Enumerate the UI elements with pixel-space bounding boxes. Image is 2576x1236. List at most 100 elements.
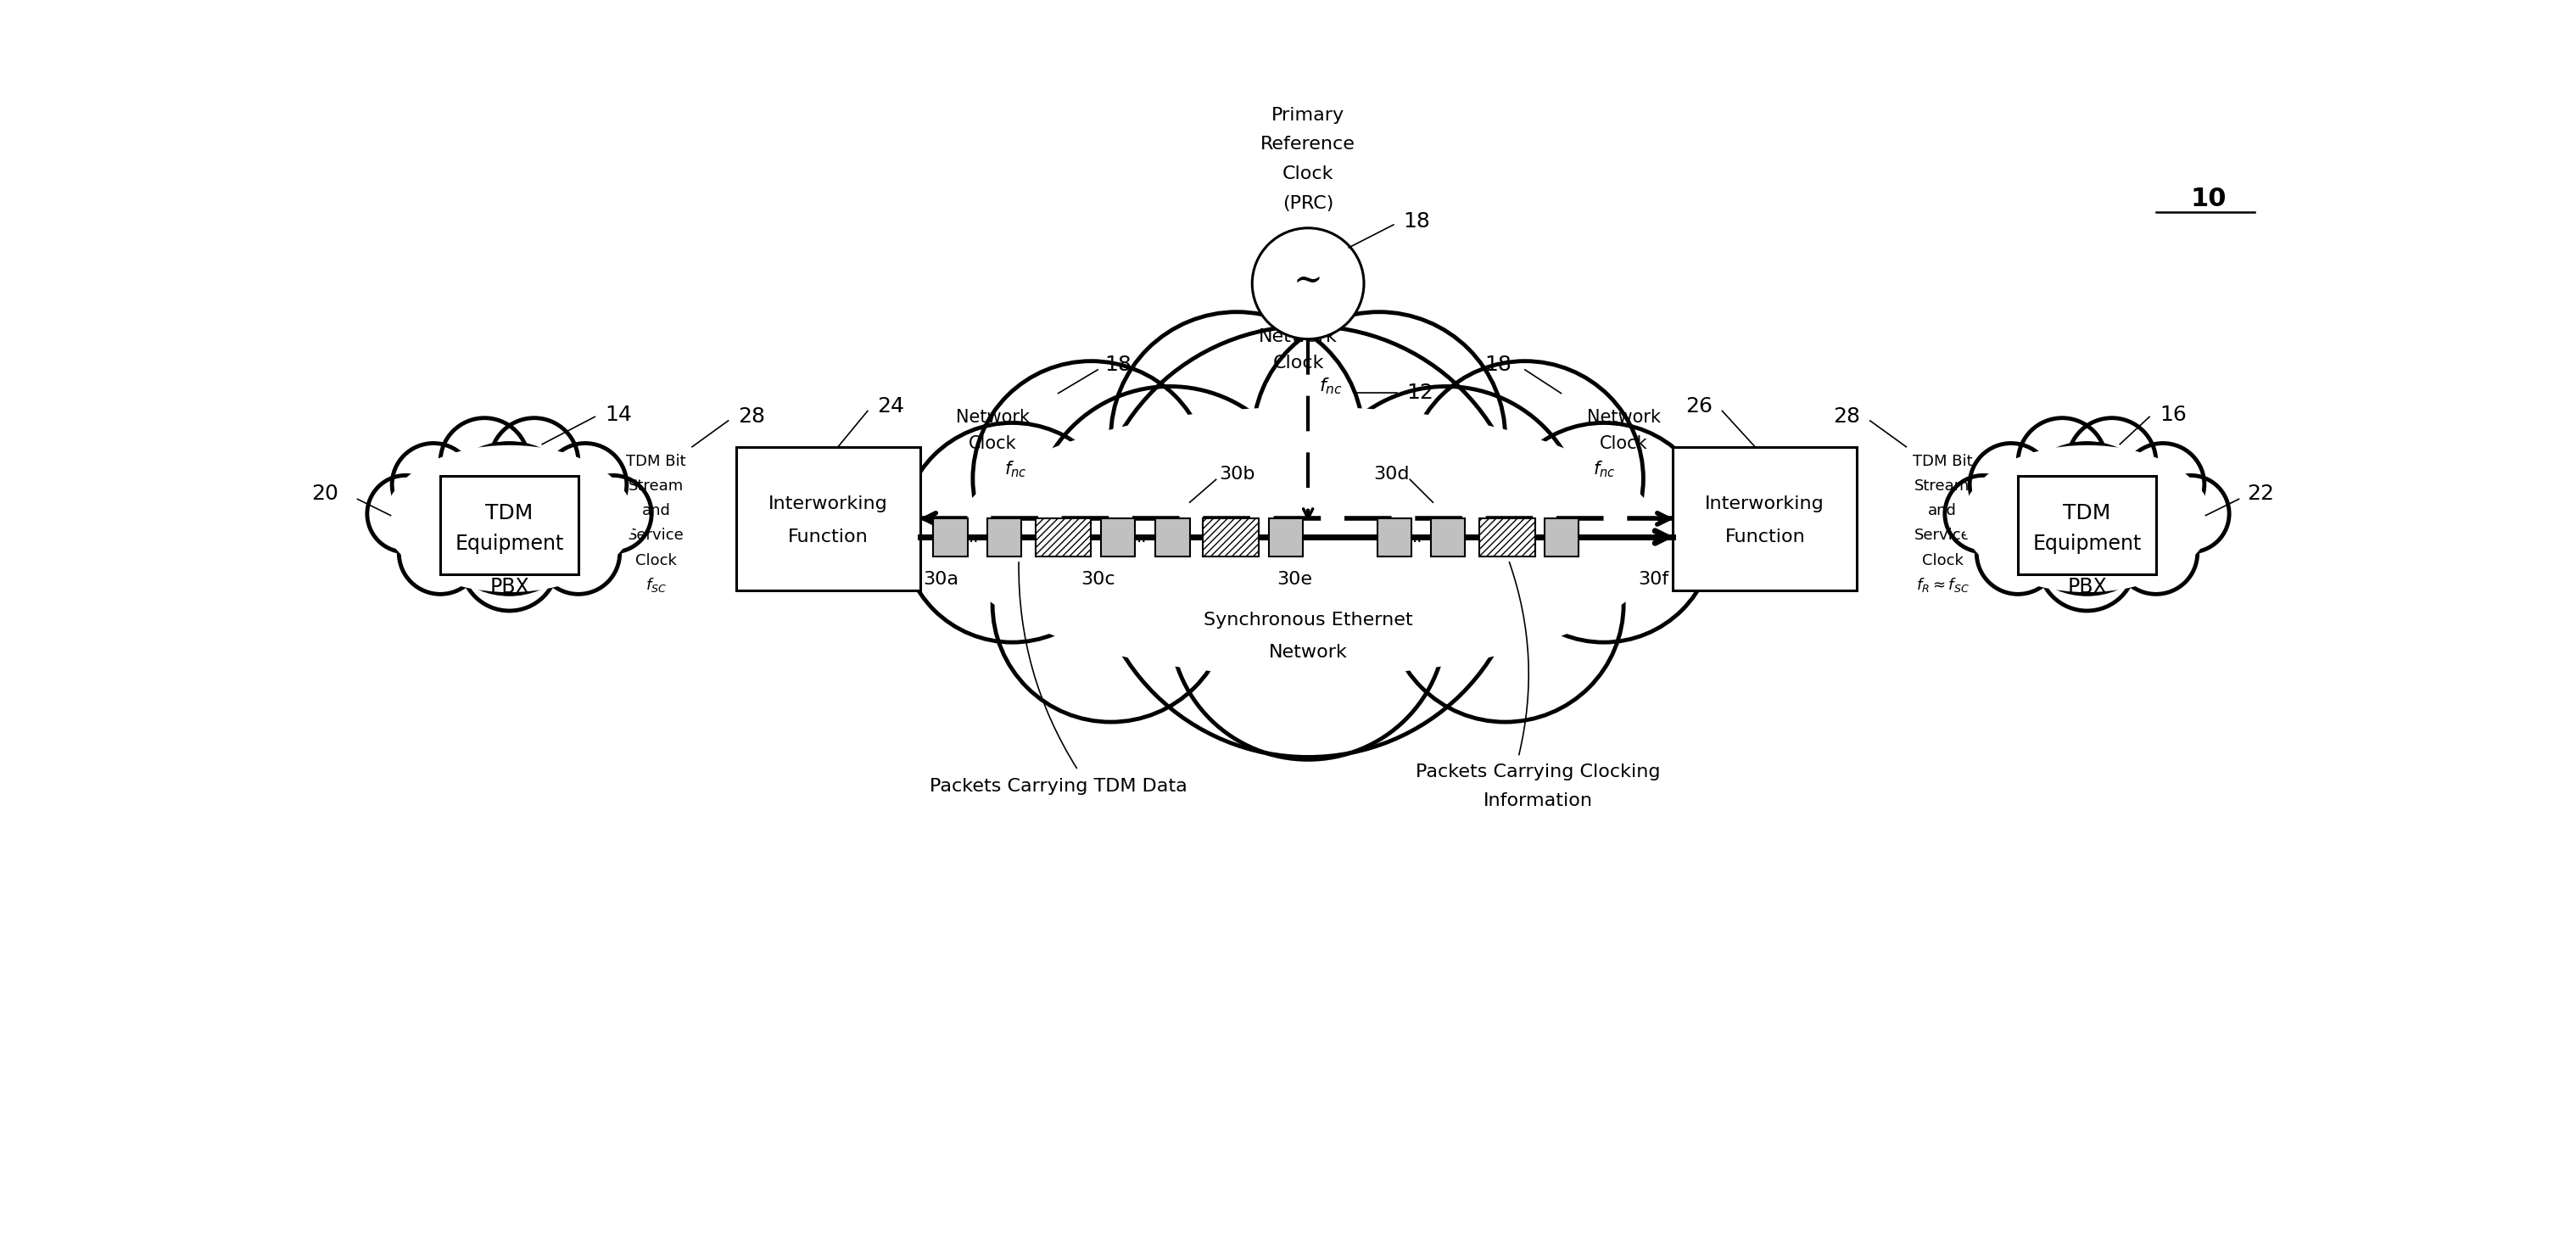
Text: $f_{nc}$: $f_{nc}$ bbox=[1319, 376, 1342, 396]
Circle shape bbox=[1406, 361, 1643, 596]
Text: ..: .. bbox=[969, 529, 979, 545]
Text: (PRC): (PRC) bbox=[1283, 195, 1334, 211]
Circle shape bbox=[1252, 227, 1363, 339]
Text: 14: 14 bbox=[605, 404, 631, 425]
Text: Function: Function bbox=[788, 529, 868, 545]
Circle shape bbox=[2151, 476, 2228, 552]
Text: 20: 20 bbox=[312, 483, 337, 504]
Text: 30b: 30b bbox=[1218, 466, 1255, 483]
Text: 28: 28 bbox=[739, 407, 765, 426]
Text: ~: ~ bbox=[1293, 262, 1324, 298]
Text: $f_{SC}$: $f_{SC}$ bbox=[647, 576, 667, 595]
Text: 30a: 30a bbox=[922, 571, 958, 588]
Ellipse shape bbox=[953, 407, 1664, 676]
Text: Synchronous Ethernet: Synchronous Ethernet bbox=[1203, 612, 1412, 628]
Text: and: and bbox=[1927, 503, 1958, 518]
Circle shape bbox=[902, 423, 1123, 643]
Text: Interworking: Interworking bbox=[1705, 496, 1824, 513]
Bar bbox=[737, 447, 920, 591]
Text: $f_{nc}$: $f_{nc}$ bbox=[1005, 460, 1028, 480]
Circle shape bbox=[1494, 423, 1713, 643]
Text: TDM Bit: TDM Bit bbox=[1911, 454, 1973, 468]
Text: 18: 18 bbox=[1404, 211, 1430, 231]
Circle shape bbox=[489, 418, 580, 506]
Circle shape bbox=[2115, 512, 2197, 595]
Text: Interworking: Interworking bbox=[768, 496, 889, 513]
Text: Clock: Clock bbox=[1922, 552, 1963, 569]
Text: 18: 18 bbox=[1484, 355, 1512, 376]
Text: $f_R \approx f_{SC}$: $f_R \approx f_{SC}$ bbox=[1917, 576, 1968, 595]
Bar bbox=[1036, 519, 1092, 556]
Circle shape bbox=[544, 444, 626, 525]
Circle shape bbox=[1033, 387, 1309, 661]
Circle shape bbox=[510, 461, 605, 557]
Text: 30e: 30e bbox=[1278, 571, 1314, 588]
Text: 28: 28 bbox=[1834, 407, 1860, 426]
Text: Clock: Clock bbox=[636, 552, 677, 569]
Circle shape bbox=[2087, 461, 2184, 557]
Circle shape bbox=[1976, 512, 2058, 595]
Bar bbox=[1203, 519, 1260, 556]
Circle shape bbox=[1971, 444, 2053, 525]
Text: PBX: PBX bbox=[489, 577, 528, 597]
Text: 30d: 30d bbox=[1373, 466, 1409, 483]
Text: Clock: Clock bbox=[1283, 166, 1334, 182]
Text: Network: Network bbox=[1267, 644, 1347, 661]
Circle shape bbox=[1252, 311, 1504, 562]
Text: 30f: 30f bbox=[1638, 571, 1669, 588]
Text: Network: Network bbox=[956, 409, 1030, 426]
Text: 24: 24 bbox=[878, 397, 904, 417]
Circle shape bbox=[1110, 311, 1363, 562]
Ellipse shape bbox=[384, 445, 634, 592]
Circle shape bbox=[412, 461, 510, 557]
Text: Service: Service bbox=[1914, 528, 1971, 544]
Bar bbox=[1378, 519, 1412, 556]
Text: 10: 10 bbox=[2190, 187, 2226, 211]
Bar bbox=[1157, 519, 1190, 556]
Text: Information: Information bbox=[1484, 792, 1592, 810]
Circle shape bbox=[974, 361, 1211, 596]
Text: 22: 22 bbox=[2246, 483, 2275, 504]
Bar bbox=[1100, 519, 1136, 556]
Text: Stream: Stream bbox=[629, 478, 683, 493]
Text: Equipment: Equipment bbox=[2032, 533, 2141, 554]
Text: ..: .. bbox=[1136, 529, 1146, 545]
Circle shape bbox=[536, 512, 621, 595]
Text: Network: Network bbox=[1587, 409, 1662, 426]
Ellipse shape bbox=[1963, 445, 2210, 592]
Circle shape bbox=[440, 418, 528, 506]
Text: ..: .. bbox=[1412, 529, 1422, 545]
Text: Packets Carrying TDM Data: Packets Carrying TDM Data bbox=[930, 777, 1188, 795]
Text: Function: Function bbox=[1726, 529, 1806, 545]
Text: $f_{nc}$: $f_{nc}$ bbox=[1592, 460, 1615, 480]
Circle shape bbox=[2069, 418, 2156, 506]
Circle shape bbox=[461, 514, 556, 611]
Circle shape bbox=[1309, 387, 1584, 661]
Text: 16: 16 bbox=[2159, 404, 2187, 425]
Text: Packets Carrying Clocking: Packets Carrying Clocking bbox=[1417, 764, 1662, 781]
Text: TDM Bit: TDM Bit bbox=[626, 454, 685, 468]
Bar bbox=[1672, 447, 1857, 591]
Circle shape bbox=[1945, 476, 2022, 552]
Text: and: and bbox=[641, 503, 670, 518]
Text: PBX: PBX bbox=[2066, 577, 2107, 597]
Circle shape bbox=[2123, 444, 2205, 525]
Circle shape bbox=[2038, 514, 2136, 611]
Text: Clock: Clock bbox=[969, 435, 1018, 452]
Bar bbox=[987, 519, 1023, 556]
Text: 18: 18 bbox=[1105, 355, 1131, 376]
Text: TDM: TDM bbox=[2063, 503, 2110, 524]
Circle shape bbox=[399, 512, 482, 595]
Circle shape bbox=[992, 487, 1229, 722]
Circle shape bbox=[392, 444, 474, 525]
Circle shape bbox=[1386, 487, 1623, 722]
Text: TDM: TDM bbox=[484, 503, 533, 524]
Text: Clock: Clock bbox=[1600, 435, 1649, 452]
Circle shape bbox=[574, 476, 652, 552]
Text: 12: 12 bbox=[1406, 382, 1435, 403]
Bar bbox=[440, 476, 580, 575]
Bar bbox=[933, 519, 969, 556]
Circle shape bbox=[2012, 444, 2164, 595]
Text: Stream: Stream bbox=[1914, 478, 1971, 493]
Bar bbox=[1546, 519, 1579, 556]
